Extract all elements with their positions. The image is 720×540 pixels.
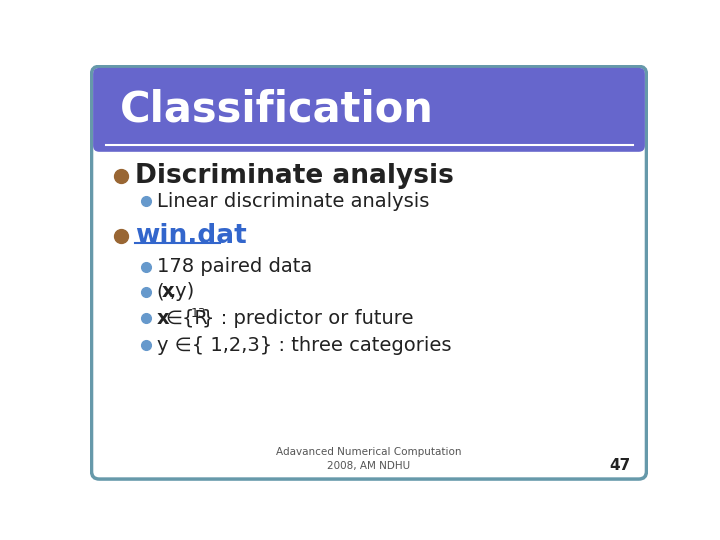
Text: 47: 47 bbox=[610, 458, 631, 472]
Text: 178 paired data: 178 paired data bbox=[157, 257, 312, 276]
Text: } : predictor or future: } : predictor or future bbox=[202, 309, 413, 328]
Text: 13: 13 bbox=[191, 307, 207, 320]
Text: win.dat: win.dat bbox=[135, 222, 247, 249]
Text: ,y): ,y) bbox=[170, 282, 195, 301]
Text: x: x bbox=[157, 309, 169, 328]
Text: x: x bbox=[162, 282, 175, 301]
Text: (: ( bbox=[157, 282, 164, 301]
Text: Linear discriminate analysis: Linear discriminate analysis bbox=[157, 192, 429, 211]
Text: ∈{R: ∈{R bbox=[165, 309, 208, 328]
Text: Classification: Classification bbox=[120, 89, 433, 131]
FancyBboxPatch shape bbox=[93, 68, 645, 152]
FancyBboxPatch shape bbox=[91, 66, 647, 479]
FancyBboxPatch shape bbox=[99, 115, 639, 146]
Text: Adavanced Numerical Computation
2008, AM NDHU: Adavanced Numerical Computation 2008, AM… bbox=[276, 448, 462, 471]
Text: Discriminate analysis: Discriminate analysis bbox=[135, 164, 454, 190]
Text: y ∈{ 1,2,3} : three categories: y ∈{ 1,2,3} : three categories bbox=[157, 335, 451, 355]
